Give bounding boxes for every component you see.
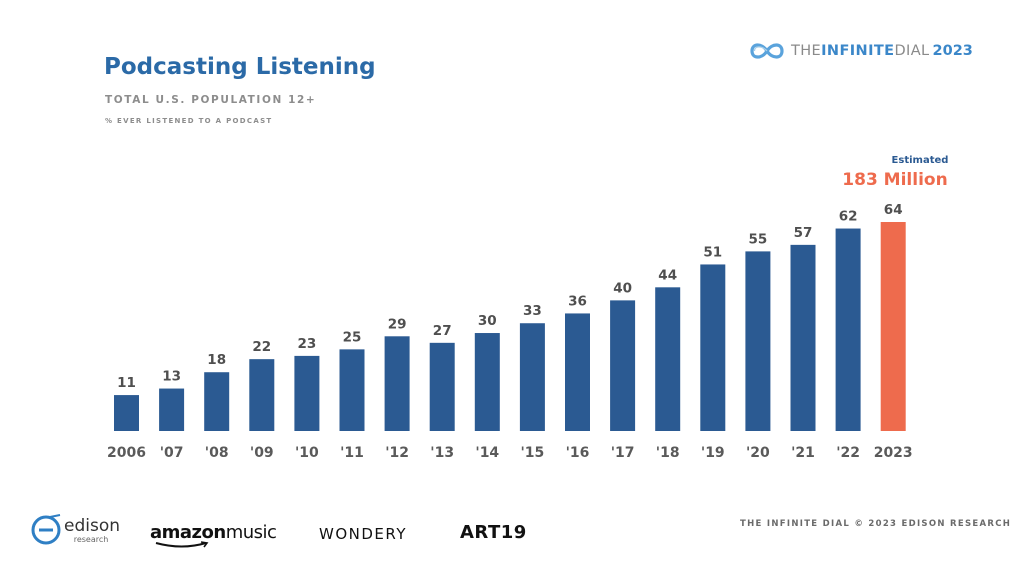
tick-label-1: '07 xyxy=(160,445,184,461)
amazon-smile-icon xyxy=(155,541,209,548)
value-label-0: 11 xyxy=(117,375,136,391)
bar-4 xyxy=(294,355,320,431)
infinite-dial-logo: THE INFINITE DIAL 2023 xyxy=(749,40,973,62)
tick-label-13: '19 xyxy=(701,445,725,461)
value-label-7: 27 xyxy=(433,323,452,339)
tick-label-17: 2023 xyxy=(874,445,913,461)
value-label-11: 40 xyxy=(613,280,632,296)
chart-title: Podcasting Listening xyxy=(104,54,376,80)
bars-layer: 11 2006 13 '07 18 '08 22 '09 23 '10 25 '11 29 '12 27 '1… xyxy=(107,202,913,461)
tick-label-9: '15 xyxy=(521,445,545,461)
chart-note: % EVER LISTENED TO A PODCAST xyxy=(105,117,273,125)
amazon-music-logo: amazonmusic xyxy=(150,522,277,548)
bar-10 xyxy=(565,313,590,431)
value-label-8: 30 xyxy=(478,313,497,329)
amazon-word: amazon xyxy=(150,522,226,543)
bar-12 xyxy=(655,287,681,431)
brand-year: 2023 xyxy=(932,43,973,59)
brand-prefix: THE xyxy=(791,43,822,59)
bar-1 xyxy=(159,388,185,431)
wondery-logo: WONDERY xyxy=(319,525,408,543)
art19-logo: ART19 xyxy=(460,522,527,543)
tick-label-7: '13 xyxy=(430,445,454,461)
tick-label-16: '22 xyxy=(836,445,860,461)
value-label-12: 44 xyxy=(658,267,677,283)
tick-label-4: '10 xyxy=(295,445,319,461)
value-label-16: 62 xyxy=(839,209,858,225)
bar-0 xyxy=(114,395,139,431)
edison-research-logo: edison research xyxy=(30,513,120,547)
estimated-label: Estimated xyxy=(892,155,949,166)
tick-label-8: '14 xyxy=(475,445,499,461)
bar-2 xyxy=(204,372,230,431)
tick-label-2: '08 xyxy=(205,445,229,461)
brand-word: INFINITE xyxy=(821,43,895,59)
music-word: music xyxy=(225,522,277,543)
value-label-10: 36 xyxy=(568,293,587,309)
tick-label-10: '16 xyxy=(566,445,590,461)
edison-e-icon xyxy=(31,514,61,545)
tick-label-11: '17 xyxy=(611,445,635,461)
bar-3 xyxy=(249,359,275,431)
value-label-5: 25 xyxy=(343,329,362,345)
bar-9 xyxy=(519,323,545,431)
bar-11 xyxy=(610,300,636,431)
value-label-15: 57 xyxy=(794,225,813,241)
value-label-4: 23 xyxy=(298,336,317,352)
value-label-13: 51 xyxy=(703,244,722,260)
value-label-9: 33 xyxy=(523,303,542,319)
bar-7 xyxy=(429,342,455,431)
chart-subtitle: TOTAL U.S. POPULATION 12+ xyxy=(105,94,317,106)
bar-5 xyxy=(339,349,365,431)
value-label-17: 64 xyxy=(884,202,903,218)
value-label-1: 13 xyxy=(162,369,181,385)
tick-label-0: 2006 xyxy=(107,445,146,461)
bar-8 xyxy=(474,333,500,431)
tick-label-3: '09 xyxy=(250,445,274,461)
brand-middle: DIAL xyxy=(894,43,930,59)
edison-word: edison xyxy=(64,516,121,536)
bar-14 xyxy=(745,251,771,431)
infinity-icon xyxy=(750,43,784,59)
tick-label-15: '21 xyxy=(791,445,815,461)
bar-17 xyxy=(880,222,906,431)
tick-label-6: '12 xyxy=(385,445,409,461)
bar-6 xyxy=(384,336,410,431)
tick-label-14: '20 xyxy=(746,445,770,461)
value-label-6: 29 xyxy=(388,316,407,332)
value-label-3: 22 xyxy=(252,339,271,355)
bar-16 xyxy=(835,228,861,431)
edison-sub: research xyxy=(73,535,109,544)
footer-credit: THE INFINITE DIAL © 2023 EDISON RESEARCH xyxy=(740,519,1012,529)
bar-13 xyxy=(700,264,726,431)
tick-label-5: '11 xyxy=(340,445,364,461)
bar-15 xyxy=(790,244,816,431)
estimated-value: 183 Million xyxy=(842,170,947,190)
tick-label-12: '18 xyxy=(656,445,680,461)
value-label-2: 18 xyxy=(207,352,226,368)
value-label-14: 55 xyxy=(749,231,768,247)
